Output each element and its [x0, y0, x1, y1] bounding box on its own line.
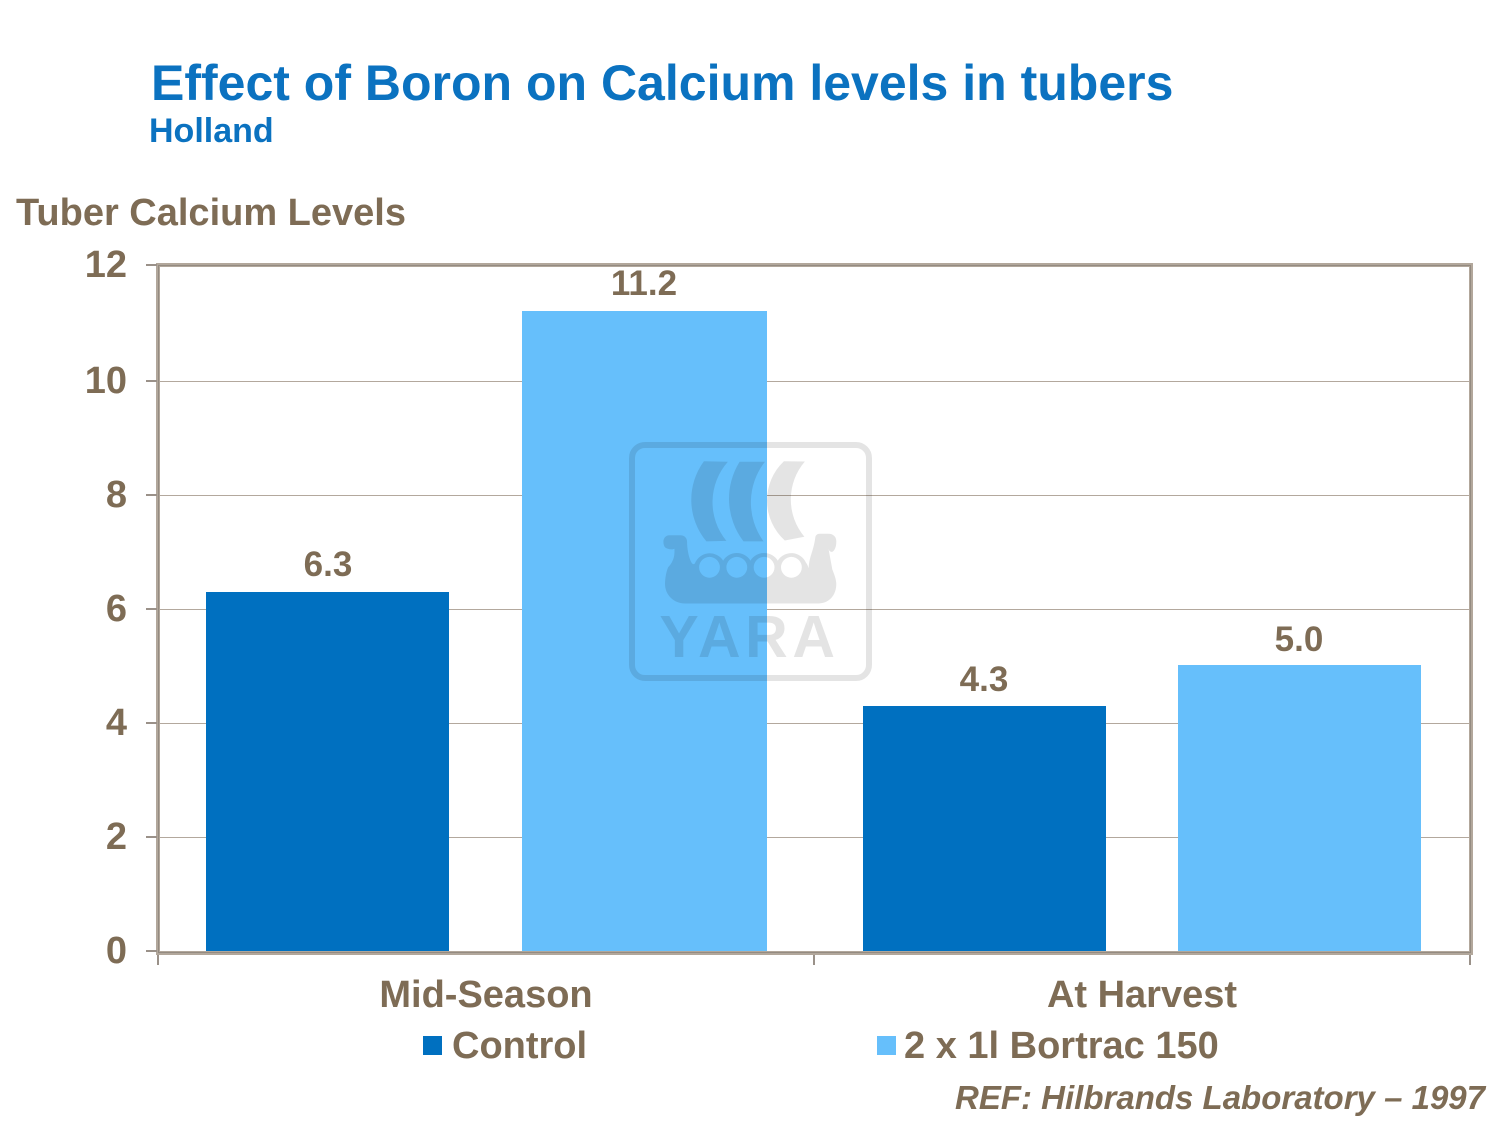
svg-text:YARA: YARA	[659, 604, 839, 670]
